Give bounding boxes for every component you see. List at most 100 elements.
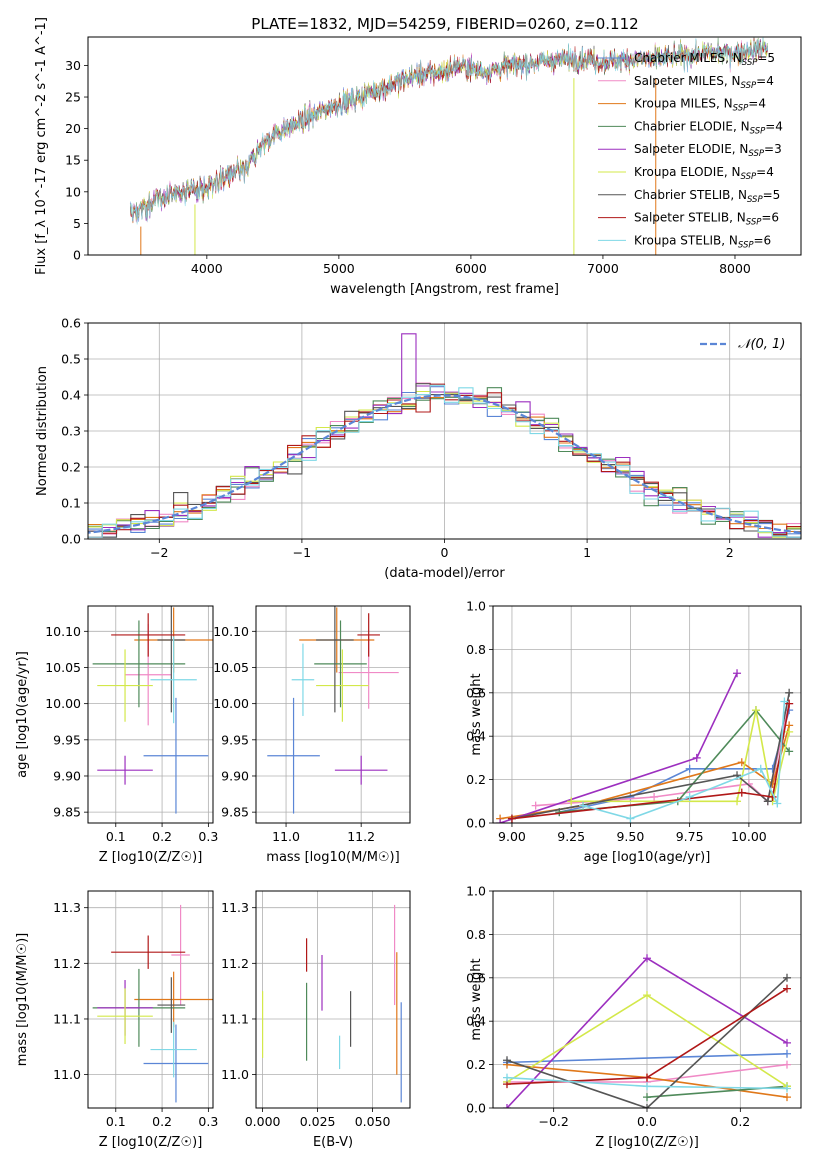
y-tick-label: 0 xyxy=(73,248,81,263)
y-tick-label: 0.8 xyxy=(466,642,486,657)
gridlines xyxy=(256,891,410,1108)
y-tick-label: 0.0 xyxy=(61,532,81,547)
mass-weight-marker xyxy=(692,753,701,762)
y-tick-label: 0.4 xyxy=(466,1014,486,1029)
mass-weight-marker xyxy=(503,1104,511,1108)
axes-7: 0.000 0.025 0.050 11.0 11.1 11.2 11.3 E(B-V) xyxy=(221,890,411,1150)
axes-frame xyxy=(492,605,802,824)
y-axis-label: mass weight xyxy=(469,958,484,1040)
y-tick-label: 15 xyxy=(65,153,81,168)
mass-weight-marker xyxy=(751,706,760,715)
x-tick-label: −0.2 xyxy=(538,1114,568,1129)
x-tick-label: 0.000 xyxy=(245,1114,281,1129)
spectrum-line-9 xyxy=(130,37,768,225)
y-tick-label: 0.8 xyxy=(466,927,486,942)
plot-area xyxy=(493,891,801,1108)
y-tick-label: 11.3 xyxy=(53,900,81,915)
mass-weight-line-6 xyxy=(571,710,790,803)
plot-area xyxy=(129,37,769,255)
x-tick-label: 2 xyxy=(726,545,734,560)
x-axis-label: mass [log10(M/M☉)] xyxy=(266,850,399,865)
y-tick-label: 10 xyxy=(65,184,81,199)
y-tick-label: 20 xyxy=(65,121,81,136)
legend-label-7: Chabrier STELIB, NSSP=5 xyxy=(634,188,780,205)
axes-frame xyxy=(87,605,214,824)
mass-weight-marker xyxy=(783,1038,791,1047)
histogram-step-9 xyxy=(88,384,801,538)
mass-weight-marker xyxy=(733,797,742,806)
y-axis-label: Flux [f_λ 10^-17 erg cm^-2 s^-1 A^-1] xyxy=(34,17,49,275)
plot-area xyxy=(88,323,801,539)
normal-legend-label: 𝒩(0, 1) xyxy=(738,337,785,352)
mass-weight-marker xyxy=(643,1082,651,1091)
x-axis-label: Z [log10(Z/Z☉)] xyxy=(99,850,203,865)
axes-6: 0.1 0.2 0.3 11.0 11.1 11.2 11.3 Z [log10(Z/Z☉)]… xyxy=(15,890,218,1150)
mass-weight-marker xyxy=(737,788,746,797)
y-tick-label: 11.0 xyxy=(221,1067,249,1082)
y-tick-label: 0.6 xyxy=(466,970,486,985)
x-tick-label: 11.2 xyxy=(347,829,375,844)
x-axis-label: (data-model)/error xyxy=(384,566,505,581)
y-tick-label: 0.5 xyxy=(61,352,81,367)
mass-weight-marker xyxy=(626,814,635,823)
gridlines xyxy=(493,891,801,1108)
x-tick-label: 9.25 xyxy=(557,829,585,844)
mass-weight-line-1 xyxy=(559,709,790,813)
x-tick-label: 0.1 xyxy=(106,829,126,844)
legend-label-3: Kroupa MILES, NSSP=4 xyxy=(634,97,766,114)
mass-weight-marker xyxy=(773,799,782,808)
axes-frame xyxy=(492,890,802,1109)
axes-frame xyxy=(87,322,802,540)
mass-weight-line-4 xyxy=(559,708,790,813)
mass-weight-marker xyxy=(733,669,742,678)
mass-weight-marker xyxy=(783,1084,791,1093)
axes-frame xyxy=(255,890,411,1109)
axes-8: −0.2 0.0 0.2 0.0 0.2 0.4 0.6 0.8 1.0 Z [log10(Z/Z… xyxy=(466,884,802,1150)
y-tick-label: 9.90 xyxy=(53,768,81,783)
mass-weight-marker xyxy=(783,1060,791,1069)
y-tick-label: 9.95 xyxy=(221,732,249,747)
spectrum-legend: Chabrier MILES, NSSP=5 Salpeter MILES, NS… xyxy=(598,51,783,250)
x-tick-label: 0.2 xyxy=(152,1114,172,1129)
x-axis-label: age [log10(age/yr)] xyxy=(584,850,711,865)
mass-weight-marker xyxy=(783,984,791,993)
mass-weight-marker xyxy=(650,792,659,801)
plot-area xyxy=(256,891,410,1108)
mass-weight-marker xyxy=(785,699,794,708)
mass-weight-marker xyxy=(685,764,694,773)
mass-weight-marker xyxy=(783,1093,791,1102)
axes-frame xyxy=(255,605,411,824)
y-tick-label: 1.0 xyxy=(466,884,486,899)
y-tick-label: 9.85 xyxy=(221,805,249,820)
x-tick-label: 0 xyxy=(441,545,449,560)
y-tick-label: 0.4 xyxy=(466,729,486,744)
x-tick-label: 7000 xyxy=(587,261,619,276)
legend-label-1: Chabrier MILES, NSSP=5 xyxy=(634,51,775,68)
plot-area xyxy=(88,606,213,823)
x-tick-label: 1 xyxy=(583,545,591,560)
mass-weight-marker xyxy=(507,814,516,823)
axes-5: 9.00 9.25 9.50 9.75 10.00 0.0 0.2 0.4 0.6 0.8 1.0 a… xyxy=(466,599,802,865)
x-tick-label: 6000 xyxy=(455,261,487,276)
mass-weight-marker xyxy=(783,973,791,982)
gridlines xyxy=(88,323,801,539)
y-axis-label: mass weight xyxy=(469,673,484,755)
x-axis-label: Z [log10(Z/Z☉)] xyxy=(99,1135,203,1150)
legend-label-6: Kroupa ELODIE, NSSP=4 xyxy=(634,165,774,182)
mass-weight-marker xyxy=(756,764,765,773)
figure-title: PLATE=1832, MJD=54259, FIBERID=0260, z=0… xyxy=(251,15,638,33)
y-tick-label: 0.4 xyxy=(61,388,81,403)
x-tick-label: 0.050 xyxy=(355,1114,391,1129)
x-tick-label: 11.0 xyxy=(272,829,300,844)
x-tick-label: 0.3 xyxy=(198,829,218,844)
y-tick-label: 10.05 xyxy=(213,660,249,675)
mass-weight-marker xyxy=(567,797,576,806)
x-tick-label: 4000 xyxy=(191,261,223,276)
normal-curve xyxy=(88,394,801,534)
x-tick-label: 8000 xyxy=(719,261,751,276)
plot-area xyxy=(88,891,213,1108)
mass-weight-marker xyxy=(643,1093,651,1102)
mass-weight-marker xyxy=(785,688,794,697)
y-tick-label: 9.90 xyxy=(221,768,249,783)
y-axis-label: Normed distribution xyxy=(35,366,50,496)
